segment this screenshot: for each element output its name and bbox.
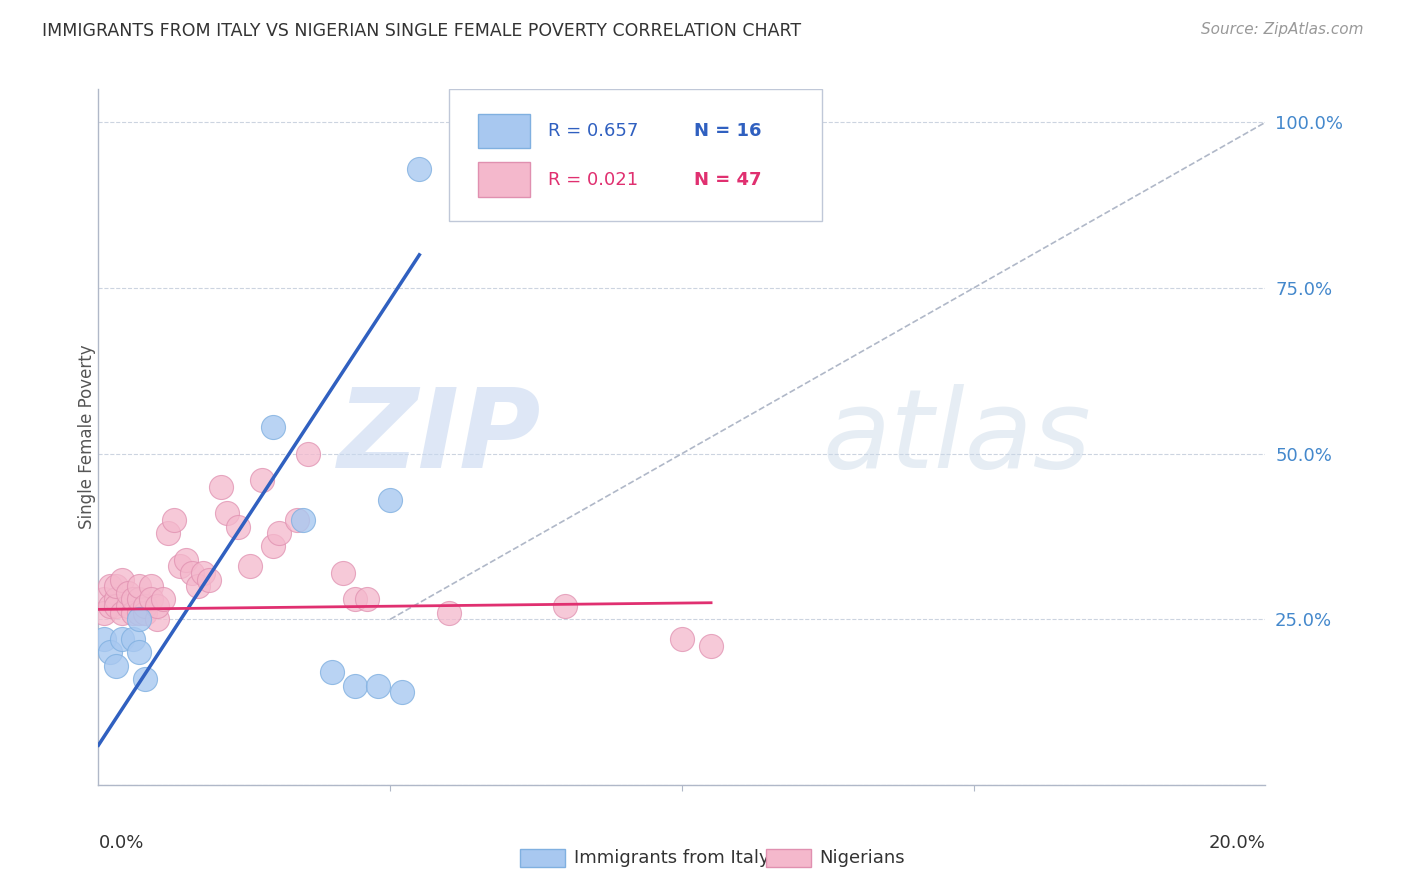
Text: N = 47: N = 47 bbox=[693, 170, 761, 188]
Point bbox=[122, 592, 145, 607]
Point bbox=[174, 552, 197, 566]
Point bbox=[297, 447, 319, 461]
Point bbox=[285, 513, 308, 527]
Point bbox=[157, 526, 180, 541]
Point bbox=[700, 639, 723, 653]
Point bbox=[332, 566, 354, 580]
Point bbox=[169, 559, 191, 574]
Point bbox=[93, 632, 115, 647]
Point bbox=[104, 658, 127, 673]
Point bbox=[408, 161, 430, 176]
Point bbox=[367, 679, 389, 693]
Text: N = 16: N = 16 bbox=[693, 122, 761, 140]
Point bbox=[344, 592, 367, 607]
Point bbox=[104, 592, 127, 607]
Point bbox=[111, 632, 134, 647]
FancyBboxPatch shape bbox=[449, 89, 823, 221]
Point bbox=[262, 420, 284, 434]
Point bbox=[134, 599, 156, 613]
Point bbox=[128, 645, 150, 659]
Point bbox=[152, 592, 174, 607]
Point bbox=[111, 573, 134, 587]
Point bbox=[117, 599, 139, 613]
Point bbox=[122, 632, 145, 647]
Point bbox=[98, 645, 121, 659]
Point bbox=[437, 606, 460, 620]
Point bbox=[98, 579, 121, 593]
Point bbox=[98, 599, 121, 613]
Point bbox=[146, 599, 169, 613]
Point bbox=[193, 566, 215, 580]
Point bbox=[93, 592, 115, 607]
Point bbox=[378, 493, 402, 508]
Point bbox=[180, 566, 202, 580]
Point bbox=[215, 506, 238, 520]
FancyBboxPatch shape bbox=[478, 162, 530, 197]
Text: Source: ZipAtlas.com: Source: ZipAtlas.com bbox=[1201, 22, 1364, 37]
Point bbox=[128, 579, 150, 593]
Text: R = 0.657: R = 0.657 bbox=[548, 122, 638, 140]
Point bbox=[198, 573, 221, 587]
Text: Nigerians: Nigerians bbox=[820, 849, 905, 867]
Text: ZIP: ZIP bbox=[339, 384, 541, 491]
Point bbox=[117, 586, 139, 600]
Point bbox=[209, 480, 232, 494]
Point bbox=[128, 612, 150, 626]
Text: 20.0%: 20.0% bbox=[1209, 834, 1265, 852]
Point bbox=[139, 592, 162, 607]
Text: atlas: atlas bbox=[823, 384, 1091, 491]
Point bbox=[262, 540, 284, 554]
Point bbox=[146, 612, 169, 626]
Point bbox=[291, 513, 314, 527]
Point bbox=[228, 519, 250, 533]
Point bbox=[356, 592, 378, 607]
Point bbox=[187, 579, 209, 593]
Point bbox=[554, 599, 576, 613]
Text: R = 0.021: R = 0.021 bbox=[548, 170, 638, 188]
Point bbox=[671, 632, 693, 647]
Point bbox=[134, 606, 156, 620]
Point bbox=[391, 685, 413, 699]
Text: IMMIGRANTS FROM ITALY VS NIGERIAN SINGLE FEMALE POVERTY CORRELATION CHART: IMMIGRANTS FROM ITALY VS NIGERIAN SINGLE… bbox=[42, 22, 801, 40]
Point bbox=[163, 513, 186, 527]
Point bbox=[250, 473, 273, 487]
Point bbox=[122, 606, 145, 620]
Point bbox=[128, 592, 150, 607]
Point bbox=[104, 579, 127, 593]
Point bbox=[111, 606, 134, 620]
Point bbox=[321, 665, 343, 680]
Text: 0.0%: 0.0% bbox=[98, 834, 143, 852]
Point bbox=[344, 679, 367, 693]
Point bbox=[239, 559, 262, 574]
Point bbox=[139, 579, 162, 593]
Point bbox=[128, 606, 150, 620]
Point bbox=[104, 599, 127, 613]
Y-axis label: Single Female Poverty: Single Female Poverty bbox=[79, 345, 96, 529]
Point bbox=[93, 606, 115, 620]
FancyBboxPatch shape bbox=[478, 113, 530, 148]
Point bbox=[269, 526, 291, 541]
Text: Immigrants from Italy: Immigrants from Italy bbox=[574, 849, 769, 867]
Point bbox=[134, 672, 156, 686]
